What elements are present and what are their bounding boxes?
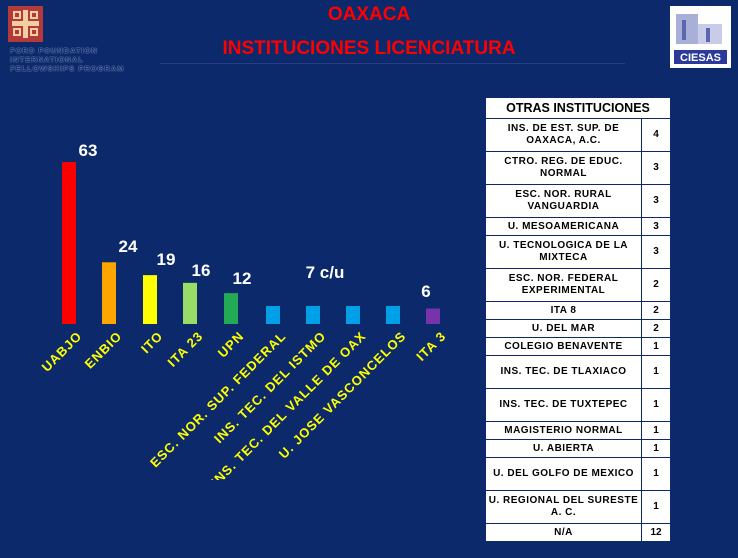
data-label-3: 19 [157,250,176,269]
institution-name: U. REGIONAL DEL SURESTE A. C. [485,490,642,524]
institution-name: COLEGIO BENAVENTE [485,337,642,356]
category-label-2: ENBIO [82,328,125,371]
ford-text-line: FORD FOUNDATION [10,46,98,55]
data-label-7: 7 c/u [306,263,345,282]
institution-count: 12 [641,523,671,542]
institution-count: 2 [641,301,671,320]
institution-count: 3 [641,151,671,185]
institution-name: U. DEL GOLFO DE MEXICO [485,457,642,491]
page-subtitle: INSTITUCIONES LICENCIATURA [222,38,516,59]
institution-count: 3 [641,184,671,218]
institution-count: 3 [641,217,671,236]
bar-6 [266,306,280,324]
table-row: COLEGIO BENAVENTE 1 [485,337,671,356]
institution-count: 4 [641,118,671,152]
table-row: ESC. NOR. RURAL VANGUARDIA 3 [485,184,671,218]
bar-9 [386,306,400,324]
table-row: U. MESOAMERICANA 3 [485,217,671,236]
bar-8 [346,306,360,324]
institution-count: 1 [641,421,671,440]
bar-4 [183,282,197,324]
institution-name: ITA 8 [485,301,642,320]
table-row: U. DEL MAR 2 [485,319,671,338]
bar-5 [224,293,238,324]
table-row: N/A 12 [485,523,671,542]
data-labels-layer: 63 24 19 16 12 7 c/u 6 [79,141,431,301]
category-label-4: ITA 23 [164,328,205,369]
institution-name: N/A [485,523,642,542]
ford-foundation-logo-icon [8,6,43,42]
ciesas-logo-text: CIESAS [680,52,721,64]
table-body: OTRAS INSTITUCIONES INS. DE EST. SUP. DE … [485,97,671,542]
table-row: U. REGIONAL DEL SURESTE A. C. 1 [485,490,671,524]
institution-name: ESC. NOR. FEDERAL EXPERIMENTAL [485,268,642,302]
table-row: MAGISTERIO NORMAL 1 [485,421,671,440]
table-header-row: OTRAS INSTITUCIONES [485,97,671,119]
institution-count: 2 [641,319,671,338]
other-institutions-table: OTRAS INSTITUCIONES INS. DE EST. SUP. DE … [485,97,671,542]
ford-text-line: INTERNATIONAL [10,55,84,64]
ford-text-line: FELLOWSHIPS PROGRAM [10,64,125,73]
table-row: ESC. NOR. FEDERAL EXPERIMENTAL 2 [485,268,671,302]
institution-name: INS. TEC. DE TLAXIACO [485,355,642,389]
institution-name: INS. TEC. DE TUXTEPEC [485,388,642,422]
institution-name: U. ABIERTA [485,439,642,458]
bar-3 [143,275,157,324]
data-label-5: 12 [233,269,252,288]
bars-layer [62,162,440,324]
data-label-2: 24 [119,237,138,256]
institution-count: 1 [641,490,671,524]
table-row: U. TECNOLOGICA DE LA MIXTECA 3 [485,235,671,269]
data-label-1: 63 [79,141,98,160]
bar-7 [306,306,320,324]
institution-count: 1 [641,337,671,356]
institution-name: ESC. NOR. RURAL VANGUARDIA [485,184,642,218]
institution-name: CTRO. REG. DE EDUC. NORMAL [485,151,642,185]
bar-10 [426,308,440,324]
category-label-5: UPN [215,328,247,360]
table-row: U. DEL GOLFO DE MEXICO 1 [485,457,671,491]
ford-foundation-text: FORD FOUNDATION INTERNATIONAL FELLOWSHIP… [10,46,140,73]
institution-count: 1 [641,388,671,422]
data-label-4: 16 [192,261,211,280]
page-title: OAXACA [327,4,411,25]
institution-count: 1 [641,355,671,389]
title-divider [160,63,625,64]
table-row: INS. TEC. DE TUXTEPEC 1 [485,388,671,422]
table-header: OTRAS INSTITUCIONES [485,97,671,119]
institution-count: 1 [641,439,671,458]
table-row: U. ABIERTA 1 [485,439,671,458]
data-label-10: 6 [421,282,430,301]
category-label-1: UABJO [39,328,85,374]
table-row: INS. DE EST. SUP. DE OAXACA, A.C. 4 [485,118,671,152]
institution-name: U. MESOAMERICANA [485,217,642,236]
institution-count: 2 [641,268,671,302]
institution-count: 1 [641,457,671,491]
bar-2 [102,262,116,324]
bar-1 [62,162,76,324]
table-row: CTRO. REG. DE EDUC. NORMAL 3 [485,151,671,185]
category-label-3: ITO [138,328,166,356]
category-label-10: ITA 3 [413,328,449,364]
institution-name: U. TECNOLOGICA DE LA MIXTECA [485,235,642,269]
institution-name: U. DEL MAR [485,319,642,338]
institution-name: INS. DE EST. SUP. DE OAXACA, A.C. [485,118,642,152]
institution-count: 3 [641,235,671,269]
institution-name: MAGISTERIO NORMAL [485,421,642,440]
ciesas-logo-icon: CIESAS [670,6,731,68]
table-row: INS. TEC. DE TLAXIACO 1 [485,355,671,389]
